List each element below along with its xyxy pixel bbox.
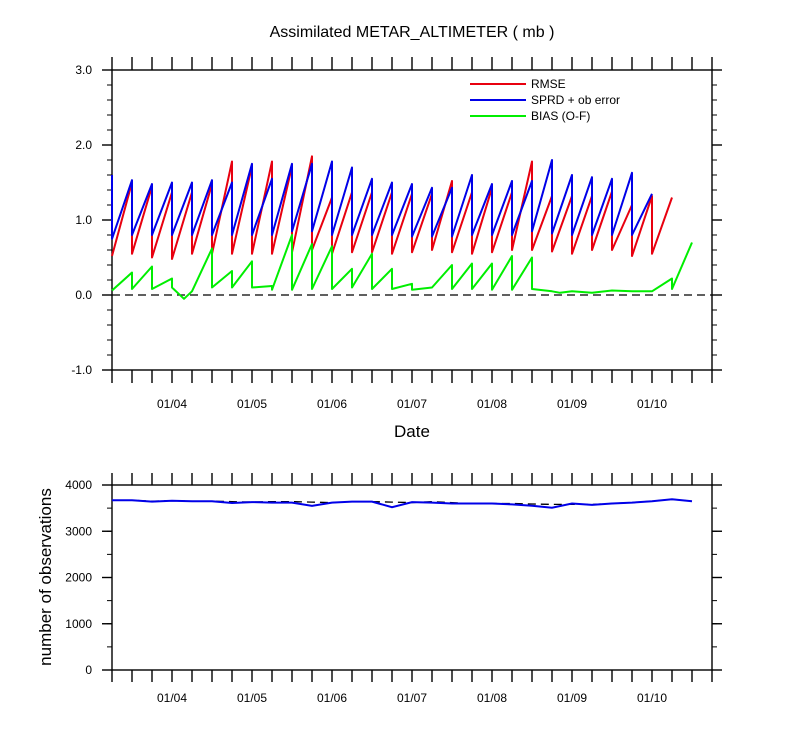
x-tick-label: 01/07 xyxy=(397,397,427,411)
x-tick-label: 01/10 xyxy=(637,691,667,705)
top-axes: 01/04 01/05 01/06 01/07 01/08 01/09 01/10 -1.0 0… xyxy=(71,57,722,411)
y-tick-label: 3.0 xyxy=(75,63,92,77)
y-tick-label: -1.0 xyxy=(71,363,92,377)
legend-spread-label: SPRD + ob error xyxy=(531,93,620,107)
x-tick-label: 01/04 xyxy=(157,397,187,411)
x-tick-label: 01/10 xyxy=(637,397,667,411)
x-tick-label: 01/09 xyxy=(557,691,587,705)
y-axis-title: number of observations xyxy=(36,488,55,666)
assimilated-obs-line xyxy=(112,498,693,509)
y-tick-label: 2.0 xyxy=(75,138,92,152)
x-tick-label: 01/08 xyxy=(477,691,507,705)
top-series-lines xyxy=(111,155,712,300)
x-tick-label: 01/08 xyxy=(477,397,507,411)
x-tick-label: 01/06 xyxy=(317,691,347,705)
bottom-series-lines xyxy=(112,498,693,509)
observation-count-panel: number of observations 01/04 01/05 01/06 01… xyxy=(36,473,722,705)
y-tick-label: 0.0 xyxy=(75,288,92,302)
x-tick-label: 01/04 xyxy=(157,691,187,705)
y-tick-label: 1.0 xyxy=(75,213,92,227)
chart-title: Assimilated METAR_ALTIMETER ( mb ) xyxy=(270,24,555,41)
bias-line xyxy=(111,234,693,300)
plot-frame xyxy=(111,484,713,671)
y-tick-label: 2000 xyxy=(65,571,92,585)
legend-bias-label: BIAS (O-F) xyxy=(531,109,590,123)
rmse-spread-bias-panel: Assimilated METAR_ALTIMETER ( mb ) Date … xyxy=(71,24,722,441)
x-tick-label: 01/07 xyxy=(397,691,427,705)
y-tick-label: 3000 xyxy=(65,524,92,538)
x-axis-title: Date xyxy=(394,422,430,441)
y-tick-label: 4000 xyxy=(65,478,92,492)
y-tick-label: 0 xyxy=(85,663,92,677)
y-tick-label: 1000 xyxy=(65,617,92,631)
x-tick-label: 01/09 xyxy=(557,397,587,411)
legend-rmse-label: RMSE xyxy=(531,77,566,91)
x-tick-label: 01/06 xyxy=(317,397,347,411)
legend: RMSE SPRD + ob error BIAS (O-F) xyxy=(470,77,620,123)
bottom-axes: 01/04 01/05 01/06 01/07 01/08 01/09 01/10 0 1000… xyxy=(65,473,722,705)
spread-line xyxy=(111,159,653,240)
x-tick-label: 01/05 xyxy=(237,691,267,705)
x-tick-label: 01/05 xyxy=(237,397,267,411)
